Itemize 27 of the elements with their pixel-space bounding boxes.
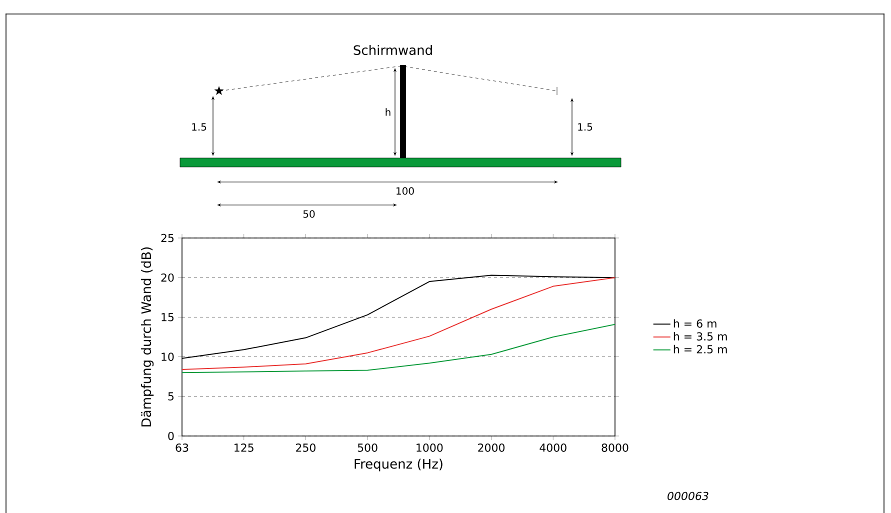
- text: Schirmwand: [354, 44, 432, 56]
- x-tick-label: 8000: [602, 444, 628, 452]
- x-tick-label: 1000: [416, 444, 443, 452]
- legend-label: h = 6 m: [674, 319, 716, 328]
- x-tick-label: 4000: [540, 444, 566, 452]
- y-tick-label: 20: [161, 273, 174, 282]
- y-tick-label: 5: [168, 392, 174, 400]
- text: 1.5: [192, 123, 206, 131]
- text: 000063: [668, 492, 708, 500]
- x-tick-label: 500: [358, 444, 378, 452]
- x-tick-label: 63: [176, 444, 188, 452]
- line-series: [182, 324, 615, 374]
- text: 50: [303, 210, 315, 218]
- text: 1.5: [578, 123, 592, 131]
- text: h: [386, 108, 390, 116]
- legend-label: h = 2.5 m: [674, 344, 727, 354]
- y-tick-label: 10: [162, 352, 174, 361]
- x-tick-label: 250: [296, 444, 316, 452]
- x-axis-title: Frequenz (Hz): [354, 458, 442, 472]
- x-tick-label: 125: [234, 444, 254, 452]
- y-tick-label: 25: [161, 234, 174, 242]
- legend-label: h = 3.5 m: [674, 332, 727, 341]
- y-axis-title: Dämpfung durch Wand (dB): [141, 247, 154, 426]
- y-tick-label: 15: [162, 313, 174, 322]
- text: 100: [396, 187, 414, 195]
- x-tick-label: 2000: [478, 444, 505, 452]
- y-tick-label: 0: [168, 432, 174, 440]
